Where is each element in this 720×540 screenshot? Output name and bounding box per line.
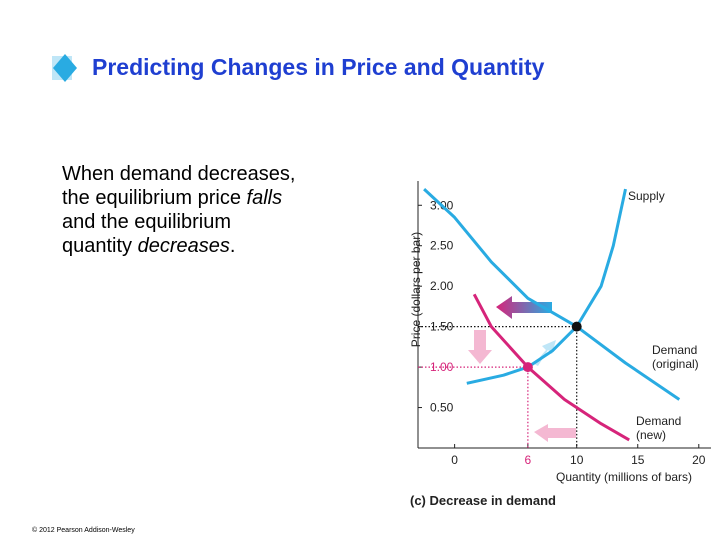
curve-label: (original) [652, 357, 699, 371]
body-span: the equilibrium price [62, 187, 247, 209]
body-span: quantity [62, 235, 138, 257]
body-span: When demand decreases, [62, 163, 296, 185]
y-tick-label: 2.50 [430, 239, 454, 253]
body-span: falls [246, 187, 283, 209]
curve [466, 188, 627, 385]
equilibrium-point [522, 362, 533, 373]
body-span: decreases [137, 235, 230, 257]
curve-label: Supply [628, 189, 665, 203]
x-tick-label: 20 [692, 453, 706, 467]
quantity-arrow [534, 424, 576, 442]
curve [423, 188, 681, 401]
equilibrium-point [571, 321, 582, 332]
y-tick-label: 1.00 [430, 360, 454, 374]
curve-label: (new) [636, 428, 666, 442]
y-tick-label: 1.50 [430, 320, 454, 334]
body-span: and the equilibrium [62, 211, 231, 233]
title-icon [52, 54, 77, 82]
x-tick-label: 15 [631, 453, 645, 467]
down-arrow [468, 330, 492, 364]
body-line: and the equilibrium [62, 210, 295, 234]
body-text: When demand decreases, the equilibrium pr… [62, 162, 295, 258]
y-tick-label: 0.50 [430, 401, 454, 415]
body-line: quantity decreases. [62, 234, 295, 258]
x-tick-label: 0 [451, 453, 458, 467]
x-tick-label: 6 [525, 453, 532, 467]
y-axis-label: Price (dollars per bar) [409, 232, 423, 347]
curve-label: Demand [636, 414, 681, 428]
x-tick-label: 10 [570, 453, 584, 467]
curve [472, 293, 630, 442]
body-line: the equilibrium price falls [62, 186, 295, 210]
body-span: . [229, 235, 236, 257]
body-line: When demand decreases, [62, 162, 295, 186]
x-axis-label: Quantity (millions of bars) [556, 470, 692, 484]
caption: (c) Decrease in demand [410, 493, 556, 508]
y-tick-label: 2.00 [430, 279, 454, 293]
price-arrow [496, 296, 552, 319]
curve-label: Demand [652, 343, 697, 357]
footer: © 2012 Pearson Addison-Wesley [32, 527, 135, 534]
slide-title: Predicting Changes in Price and Quantity [92, 54, 545, 80]
